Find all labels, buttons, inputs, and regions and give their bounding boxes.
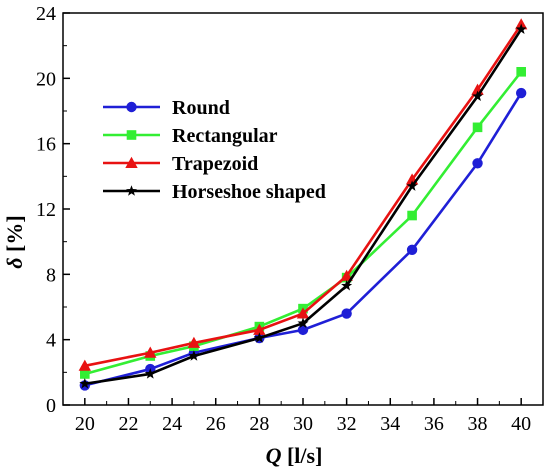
data-point [78,359,92,371]
data-point [253,332,265,343]
data-point [80,369,90,379]
x-tick-label: 30 [293,413,313,435]
x-axis-symbol: Q [266,443,282,468]
legend-item: Trapezoid [103,153,258,175]
legend-marker [126,101,137,113]
y-tick-label: 24 [36,3,56,25]
data-point [472,90,484,101]
legend-label: Horseshoe shaped [172,181,326,203]
legend-label: Rectangular [172,125,278,147]
data-point [297,317,309,329]
legend-item: Rectangular [103,125,278,147]
legend-marker [125,156,138,168]
data-point [144,346,157,358]
data-point [188,350,200,361]
plot-frame [62,12,544,406]
data-point [144,368,156,379]
series-layer [78,18,528,391]
x-axis-title: Q [l/s] [266,443,323,468]
y-axis-symbol: δ [2,257,27,268]
legend-marker [126,130,137,140]
series-line [84,92,523,387]
x-tick-label: 36 [424,413,444,435]
y-tick-label: 16 [36,134,56,156]
data-point [516,67,526,77]
x-tick-label: 20 [75,413,95,435]
x-tick-label: 40 [511,413,531,435]
y-tick-label: 4 [46,330,56,352]
legend-marker [125,185,138,196]
data-point [515,23,527,35]
data-point [79,377,91,389]
series-3 [79,23,527,389]
x-tick-label: 38 [468,413,488,435]
series-2 [78,18,528,371]
plot-border [62,12,544,406]
x-tick-label: 34 [380,413,400,435]
legend-item: Round [103,97,230,119]
data-point [406,244,418,256]
legend-label: Round [172,97,230,119]
x-tick-label: 22 [118,413,138,435]
legend: Round Rectangular Trapezoid Horseshoe shape… [103,97,326,203]
data-point [296,307,310,319]
data-point [341,308,352,319]
x-axis-unit: [l/s] [281,443,322,468]
series-0 [79,87,527,391]
y-axis-unit: [%] [2,215,27,257]
y-tick-label: 0 [46,395,56,417]
x-tick-label: 32 [337,413,357,435]
data-point [515,87,527,99]
data-point [341,279,353,291]
data-point [187,336,201,348]
y-tick-label: 20 [36,68,56,90]
legend-item: Horseshoe shaped [103,181,326,203]
data-point [406,180,418,191]
y-axis-title: δ [%] [2,215,27,268]
x-axis: 20 22 24 26 28 30 32 34 36 38 40 [75,398,531,435]
x-tick-label: 24 [162,413,182,435]
data-point [472,158,483,169]
x-tick-label: 28 [249,413,269,435]
data-point [340,269,353,281]
y-tick-label: 12 [36,199,56,221]
y-tick-label: 8 [46,264,56,286]
data-point [253,323,266,335]
data-point [472,122,483,133]
legend-label: Trapezoid [172,153,258,175]
x-tick-label: 26 [206,413,226,435]
y-axis: 0 4 8 12 16 20 24 [36,3,70,417]
data-point [297,324,309,336]
data-point [407,210,417,221]
